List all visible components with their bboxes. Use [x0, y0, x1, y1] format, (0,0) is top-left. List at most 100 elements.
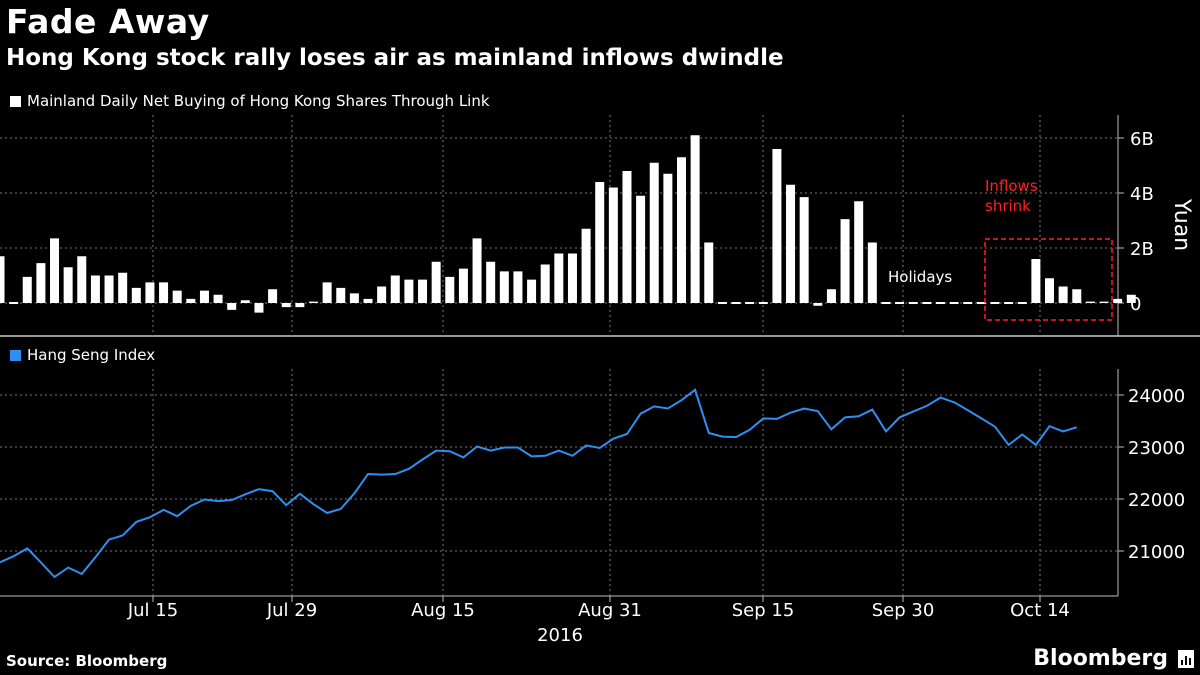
bar-68 [922, 302, 932, 304]
bar-33 [445, 276, 455, 303]
bar-54 [731, 302, 741, 304]
bar-13 [172, 290, 182, 303]
bar-61 [826, 289, 836, 303]
bar-44 [595, 182, 605, 303]
bar-83 [1126, 294, 1136, 303]
bar-26 [349, 293, 359, 303]
bar-32 [431, 261, 441, 303]
x-tick-label-4: Sep 15 [732, 600, 795, 621]
bar-10 [131, 287, 141, 303]
legend-swatch-line [10, 349, 21, 361]
x-year-label: 2016 [537, 625, 583, 646]
bar-8 [104, 275, 114, 303]
bar-42 [567, 253, 577, 303]
bar-41 [554, 253, 564, 303]
bar-82 [1113, 298, 1123, 303]
x-tick-label-1: Jul 29 [266, 600, 317, 621]
bar-79 [1072, 289, 1082, 303]
bar-36 [486, 261, 496, 303]
x-tick-label-0: Jul 15 [127, 600, 178, 621]
bar-14 [186, 298, 196, 303]
bar-20 [268, 289, 278, 303]
bar-35 [472, 238, 482, 303]
bar-45 [608, 187, 618, 303]
bar-67 [908, 302, 918, 304]
bar-y-axis-title: Yuan [1169, 198, 1194, 251]
bar-7 [90, 275, 100, 303]
bar-51 [690, 135, 700, 303]
bar-25 [336, 287, 346, 303]
annotation-holidays: Holidays [888, 268, 952, 286]
bar-69 [935, 302, 945, 304]
line-y-tick-label-0: 21000 [1128, 542, 1185, 563]
x-tick-label-5: Sep 30 [872, 600, 935, 621]
bar-3 [36, 263, 46, 303]
bar-80 [1085, 301, 1095, 303]
x-axis: Jul 15 Jul 29 Aug 15 Aug 31 Sep 15 Sep 30 Oct … [127, 596, 1070, 646]
bar-74 [1004, 302, 1014, 304]
bar-y-tick-label-0: 0 [1130, 294, 1141, 315]
bar-76 [1031, 259, 1041, 303]
line-panel: 21000 22000 23000 24000 [0, 369, 1185, 597]
bar-28 [377, 286, 387, 303]
x-tick-label-3: Aug 31 [578, 600, 642, 621]
bar-34 [458, 268, 468, 303]
bar-64 [867, 242, 877, 303]
bar-75 [1017, 302, 1027, 304]
bar-29 [390, 275, 400, 303]
bar-23 [308, 301, 318, 303]
bar-52 [704, 242, 714, 303]
x-tick-label-2: Aug 15 [411, 600, 475, 621]
bar-2 [22, 276, 32, 303]
bar-57 [772, 149, 782, 303]
legend-swatch-bars [10, 95, 21, 107]
bar-16 [213, 294, 223, 303]
bloomberg-chart-icon [1178, 650, 1194, 668]
bar-19 [254, 303, 264, 313]
bar-55 [745, 302, 755, 304]
bar-48 [649, 162, 659, 303]
bar-59 [799, 197, 809, 303]
bar-40 [540, 264, 550, 303]
x-tick-label-6: Oct 14 [1010, 600, 1070, 621]
bar-0 [0, 256, 5, 303]
bar-46 [622, 171, 632, 303]
bar-65 [881, 302, 891, 304]
bar-38 [513, 271, 523, 303]
brand-logo-text: Bloomberg [1033, 646, 1168, 671]
bar-6 [77, 256, 87, 303]
bar-27 [363, 298, 373, 303]
bar-71 [963, 302, 973, 304]
bar-panel: 0 2B 4B 6B Yuan Holidays Inflows shrink [0, 115, 1200, 337]
line-y-tick-label-2: 23000 [1128, 438, 1185, 459]
line-y-tick-label-1: 22000 [1128, 490, 1185, 511]
annotation-inflows-shrink-line2: shrink [985, 197, 1031, 215]
bar-12 [159, 282, 169, 303]
bar-72 [976, 302, 986, 304]
legend-net-buying: Mainland Daily Net Buying of Hong Kong S… [10, 92, 490, 110]
bar-30 [404, 279, 414, 303]
bar-9 [118, 272, 128, 303]
source-note: Source: Bloomberg [6, 652, 168, 670]
bar-18 [240, 300, 250, 303]
bar-81 [1099, 301, 1109, 303]
bar-70 [949, 302, 959, 304]
legend-label-net-buying: Mainland Daily Net Buying of Hong Kong S… [27, 92, 490, 110]
bar-60 [813, 303, 823, 306]
bar-22 [295, 303, 305, 308]
bar-24 [322, 282, 332, 303]
bar-50 [677, 157, 686, 303]
bar-y-tick-label-2: 4B [1130, 184, 1154, 205]
bar-53 [717, 302, 727, 304]
chart-title: Fade Away [6, 2, 210, 41]
bar-56 [758, 302, 768, 304]
bar-58 [786, 184, 796, 303]
bar-5 [63, 267, 73, 303]
hang-seng-line [0, 388, 1078, 579]
bar-15 [199, 290, 209, 303]
bar-78 [1058, 286, 1068, 303]
bar-73 [990, 302, 1000, 304]
bar-39 [527, 279, 537, 303]
bar-21 [281, 303, 291, 308]
